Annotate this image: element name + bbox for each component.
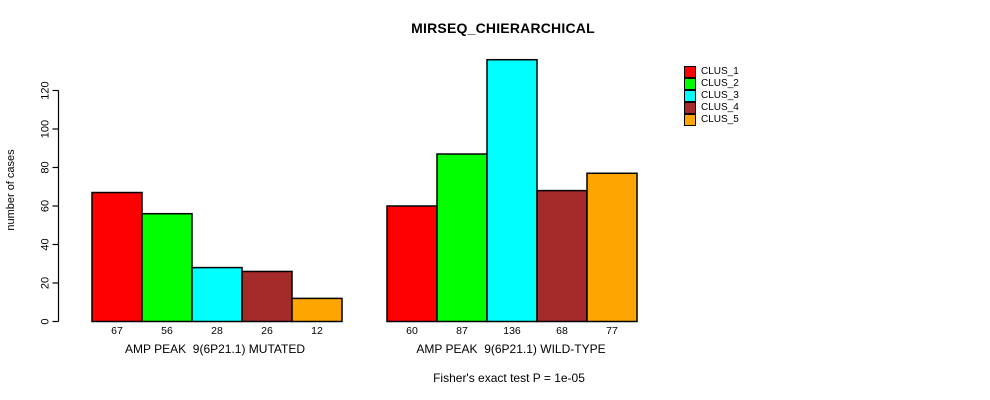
bar-value-label: 136 xyxy=(503,325,521,337)
y-tick-label: 20 xyxy=(40,277,52,289)
legend-label: CLUS_1 xyxy=(701,66,739,77)
y-tick-label: 60 xyxy=(40,200,52,212)
y-tick-label: 100 xyxy=(40,120,52,138)
bar-clus_2 xyxy=(436,153,488,323)
legend-row: CLUS_1 xyxy=(684,66,739,78)
fisher-test-annotation: Fisher's exact test P = 1e-05 xyxy=(433,371,585,385)
bar-value-label: 68 xyxy=(556,325,568,337)
legend-label: CLUS_3 xyxy=(701,90,739,101)
bar-value-label: 77 xyxy=(606,325,618,337)
bar-clus_1 xyxy=(91,191,143,323)
bar-clus_5 xyxy=(291,297,343,323)
chart-title: MIRSEQ_CHIERARCHICAL xyxy=(411,20,595,36)
bar-clus_3 xyxy=(191,266,243,323)
bar-value-label: 87 xyxy=(456,325,468,337)
bar-clus_3 xyxy=(486,58,538,323)
legend-color-swatch xyxy=(684,102,696,114)
legend-row: CLUS_4 xyxy=(684,102,739,114)
bar-value-label: 60 xyxy=(406,325,418,337)
legend-row: CLUS_2 xyxy=(684,78,739,90)
bar-clus_4 xyxy=(536,189,588,323)
legend-label: CLUS_5 xyxy=(701,114,739,125)
y-tick-label: 0 xyxy=(40,318,52,324)
bar-value-label: 67 xyxy=(111,325,123,337)
legend-color-swatch xyxy=(684,114,696,126)
bar-value-label: 12 xyxy=(311,325,323,337)
legend: CLUS_1 CLUS_2 CLUS_3 CLUS_4 CLUS_5 xyxy=(684,66,739,126)
bar-clus_5 xyxy=(586,172,638,323)
y-tick-label: 80 xyxy=(40,161,52,173)
bar-clus_4 xyxy=(241,270,293,323)
bar-value-label: 26 xyxy=(261,325,273,337)
legend-color-swatch xyxy=(684,66,696,78)
bar-clus_2 xyxy=(141,212,193,323)
bar-value-label: 56 xyxy=(161,325,173,337)
group-label-mutated: AMP PEAK 9(6P21.1) MUTATED xyxy=(124,342,306,356)
group-label-wild-type: AMP PEAK 9(6P21.1) WILD-TYPE xyxy=(416,342,606,356)
legend-label: CLUS_2 xyxy=(701,78,739,89)
bar-value-label: 28 xyxy=(211,325,223,337)
legend-color-swatch xyxy=(684,90,696,102)
y-tick-label: 120 xyxy=(40,81,52,99)
y-tick-label: 40 xyxy=(40,238,52,250)
legend-label: CLUS_4 xyxy=(701,102,739,113)
legend-row: CLUS_5 xyxy=(684,114,739,126)
legend-row: CLUS_3 xyxy=(684,90,739,102)
bar-clus_1 xyxy=(386,205,438,323)
legend-color-swatch xyxy=(684,78,696,90)
